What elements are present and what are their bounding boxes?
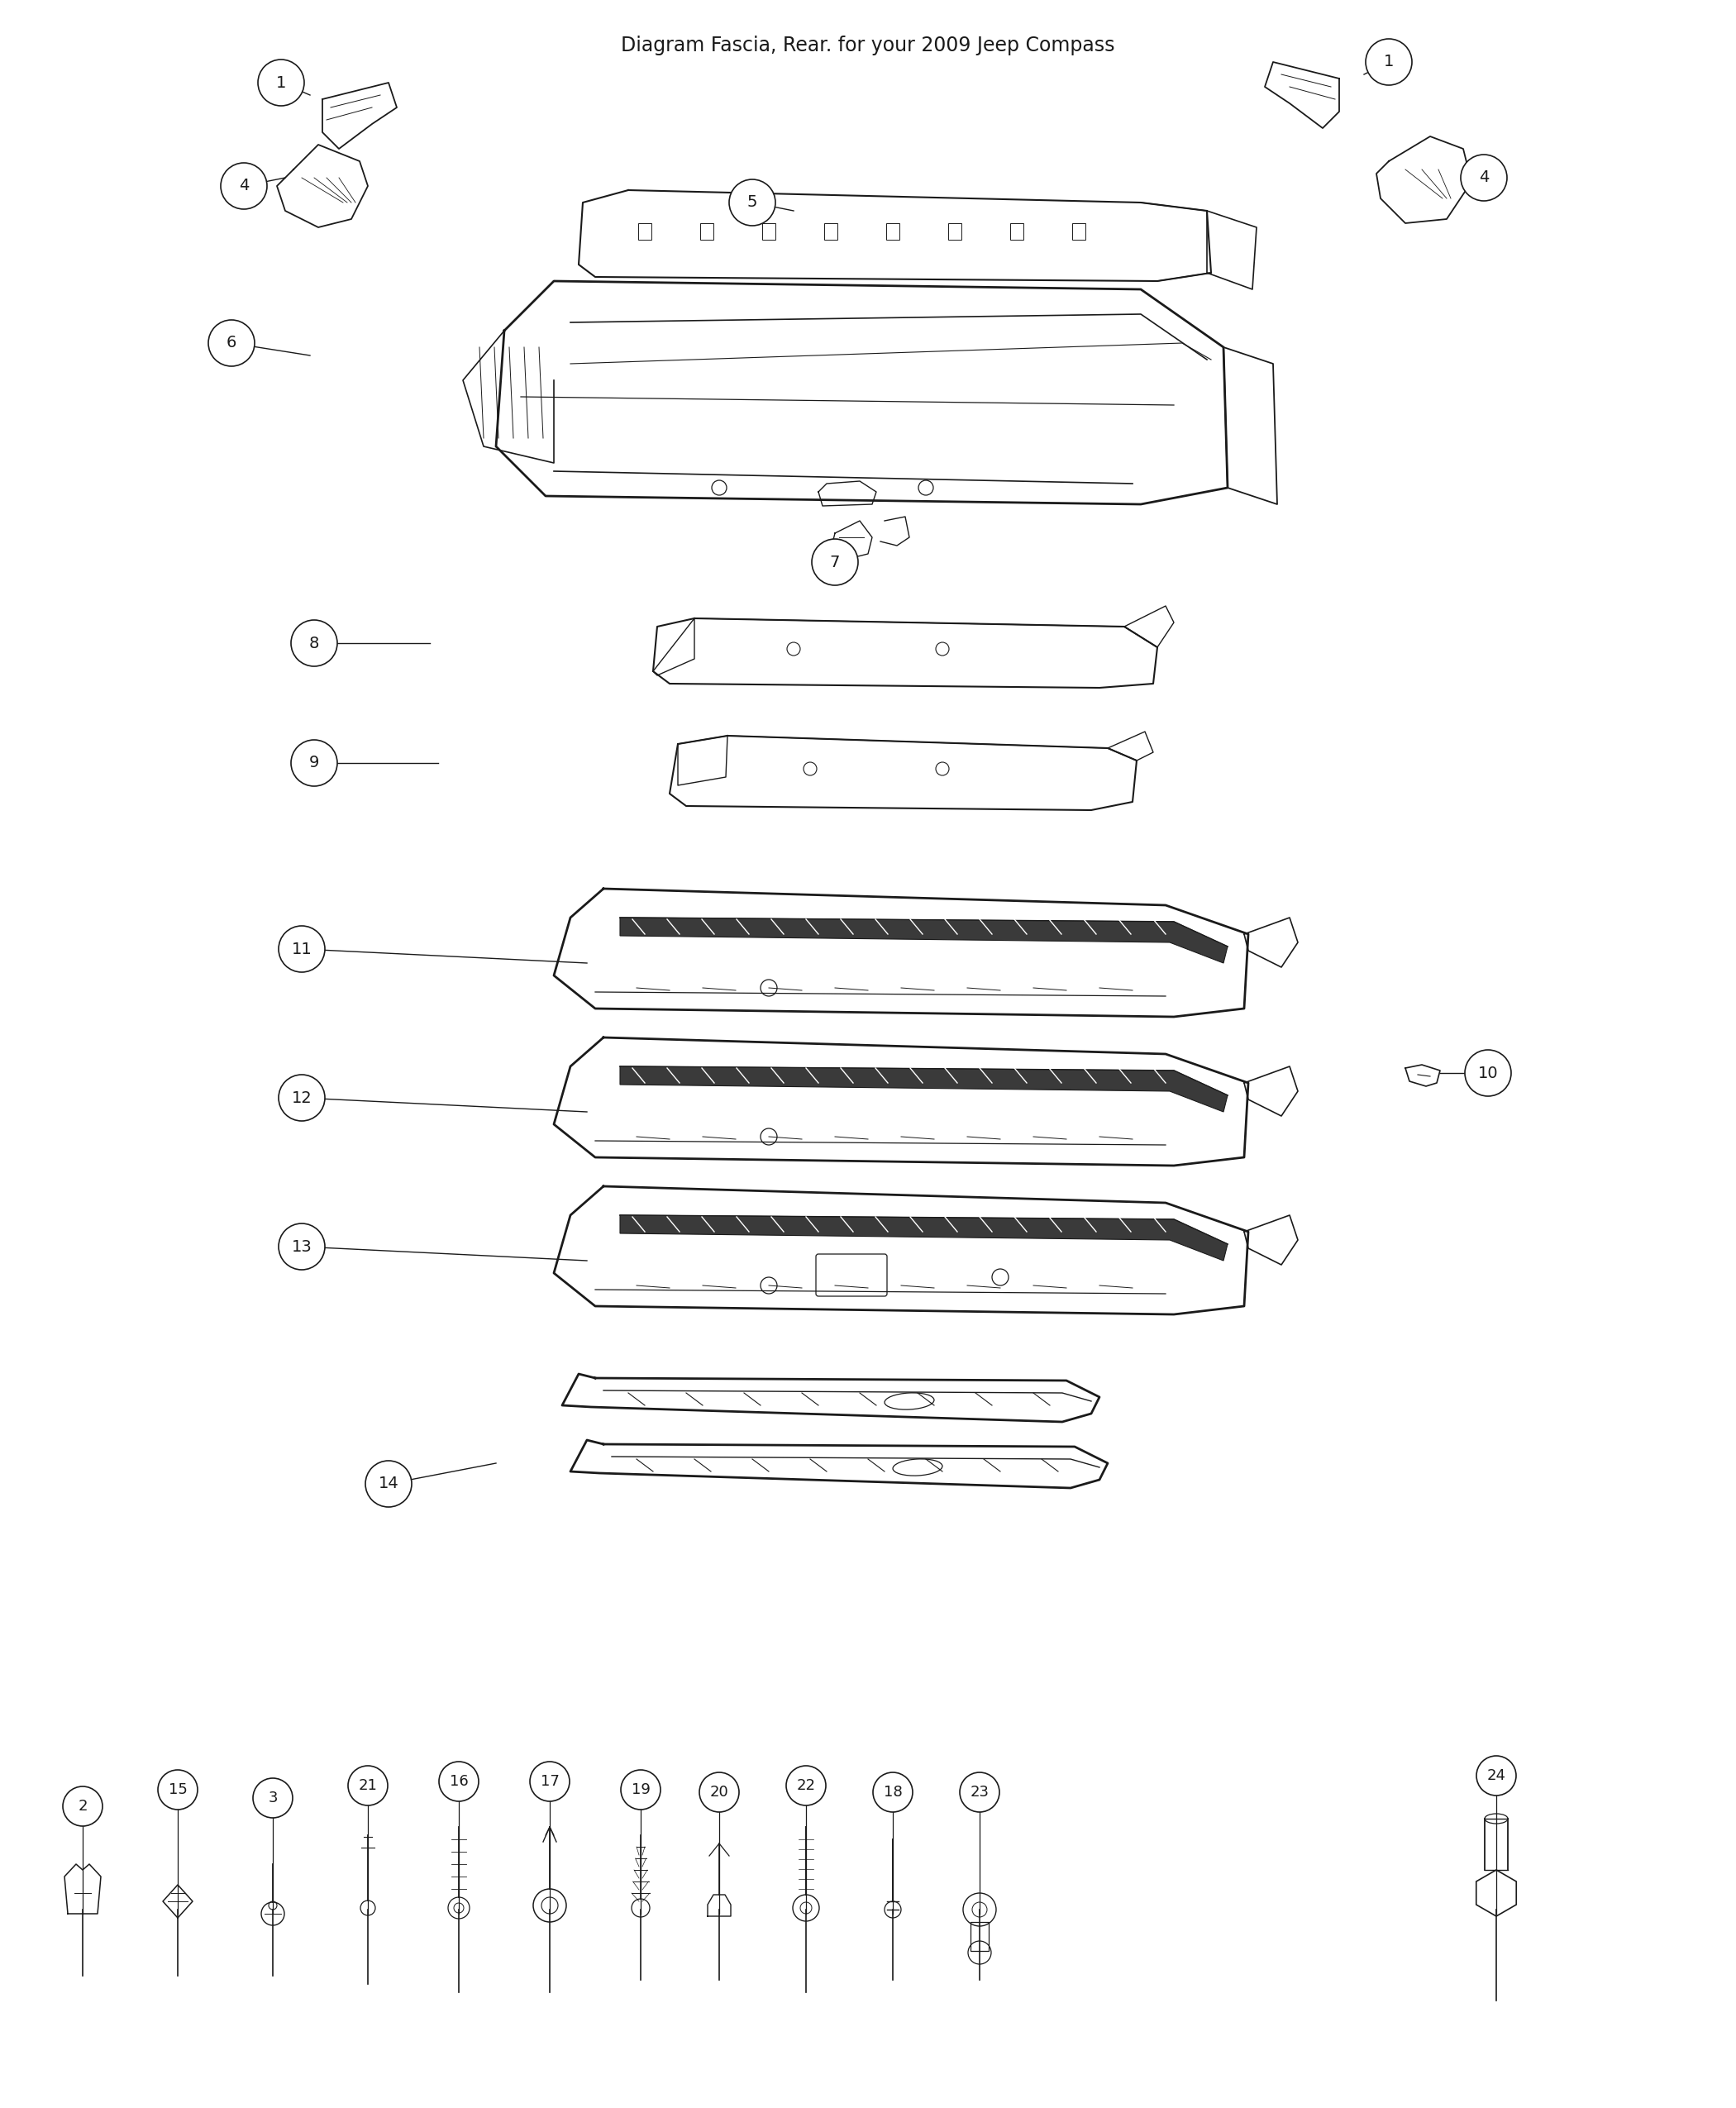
Circle shape (292, 620, 337, 666)
Text: 11: 11 (292, 940, 312, 957)
Circle shape (812, 540, 858, 586)
Circle shape (1465, 1050, 1510, 1096)
Circle shape (208, 320, 255, 367)
Circle shape (1460, 154, 1507, 200)
Circle shape (729, 179, 776, 226)
Circle shape (365, 1461, 411, 1507)
Circle shape (347, 1767, 387, 1804)
Text: 20: 20 (710, 1785, 729, 1800)
Text: 12: 12 (292, 1090, 312, 1107)
Text: 4: 4 (240, 179, 248, 194)
Polygon shape (620, 1214, 1227, 1261)
Circle shape (278, 1223, 325, 1269)
Bar (639, 223, 651, 240)
Text: 17: 17 (540, 1775, 559, 1790)
Text: 8: 8 (309, 635, 319, 651)
Text: 14: 14 (378, 1476, 399, 1492)
Text: 21: 21 (358, 1779, 377, 1794)
Circle shape (278, 925, 325, 972)
Text: 10: 10 (1477, 1065, 1498, 1081)
Bar (1073, 223, 1085, 240)
Circle shape (786, 1767, 826, 1804)
Circle shape (259, 59, 304, 105)
Text: 5: 5 (746, 194, 757, 211)
Text: 3: 3 (267, 1790, 278, 1804)
Text: 7: 7 (830, 554, 840, 569)
Text: 18: 18 (884, 1785, 903, 1800)
Bar (1010, 223, 1024, 240)
Bar (825, 223, 837, 240)
Circle shape (158, 1771, 198, 1809)
Polygon shape (620, 1067, 1227, 1111)
Text: 15: 15 (168, 1781, 187, 1798)
Text: 22: 22 (797, 1779, 816, 1794)
Circle shape (873, 1773, 913, 1813)
Text: 2: 2 (78, 1798, 87, 1813)
Text: 16: 16 (450, 1775, 469, 1790)
Circle shape (1366, 38, 1411, 84)
Text: 9: 9 (309, 755, 319, 772)
Bar (948, 223, 962, 240)
Circle shape (220, 162, 267, 209)
Bar (700, 223, 713, 240)
Text: 13: 13 (292, 1240, 312, 1254)
Circle shape (700, 1773, 740, 1813)
Text: 1: 1 (1384, 55, 1394, 70)
Circle shape (960, 1773, 1000, 1813)
Text: Diagram Fascia, Rear. for your 2009 Jeep Compass: Diagram Fascia, Rear. for your 2009 Jeep… (621, 36, 1115, 55)
Circle shape (621, 1771, 660, 1809)
Polygon shape (620, 917, 1227, 963)
Circle shape (292, 740, 337, 786)
Circle shape (62, 1785, 102, 1826)
Circle shape (1476, 1756, 1516, 1796)
Text: 4: 4 (1479, 171, 1489, 186)
Bar (970, 1922, 990, 1950)
Bar (762, 223, 776, 240)
Text: 19: 19 (632, 1781, 649, 1798)
Circle shape (529, 1762, 569, 1802)
Bar (885, 223, 899, 240)
Text: 23: 23 (970, 1785, 990, 1800)
Text: 1: 1 (276, 74, 286, 91)
Circle shape (439, 1762, 479, 1802)
Text: 24: 24 (1486, 1769, 1505, 1783)
Text: 6: 6 (226, 335, 236, 350)
Circle shape (278, 1075, 325, 1121)
Circle shape (253, 1779, 293, 1817)
